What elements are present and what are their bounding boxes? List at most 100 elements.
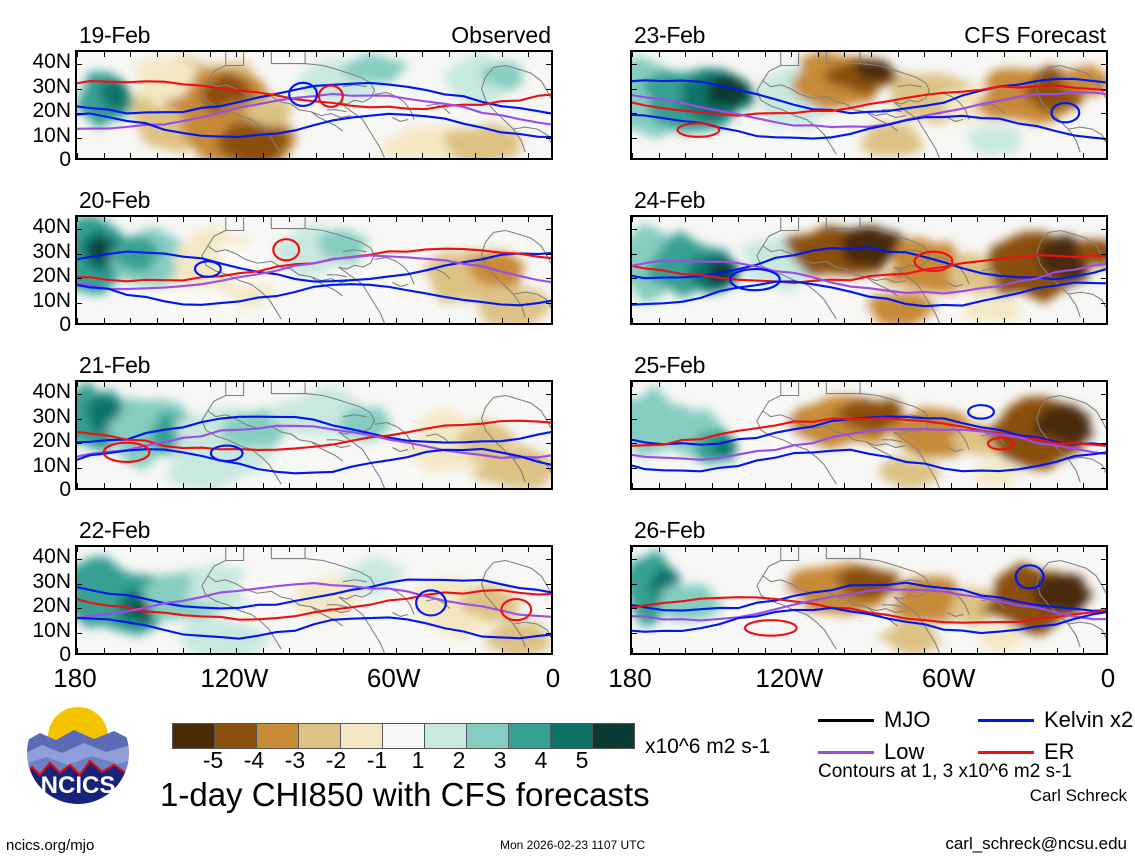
axis-tick [950,547,952,552]
axis-tick [262,153,264,158]
anomaly-field [632,52,1106,158]
y-axis-tick-label: 30N [32,74,71,98]
axis-tick [475,217,477,222]
axis-tick [475,648,477,653]
axis-tick [844,153,846,158]
axis-tick [546,113,551,115]
axis-tick [738,483,740,488]
axis-tick [685,52,687,57]
axis-tick [632,253,637,255]
axis-tick [130,52,132,57]
axis-tick [448,547,450,552]
axis-tick [632,394,637,396]
x-axis-tick-label: 60W [366,663,421,693]
colorbar-swatch [425,724,467,748]
axis-tick [316,52,317,57]
anomaly-field [77,217,551,323]
axis-tick [475,547,477,552]
axis-tick [77,382,78,387]
axis-tick [501,153,503,158]
axis-tick [156,483,158,488]
axis-tick [897,547,899,552]
axis-tick [1030,648,1032,653]
axis-tick [924,483,926,488]
axis-tick [209,547,211,552]
axis-tick [209,52,211,57]
axis-tick [183,318,185,323]
axis-tick [738,153,740,158]
axis-tick [711,52,713,57]
panel-grid: 19-Feb Observed 40N 30N 20N 10N 0 20-Feb 40N 30N 2… [1,24,1115,692]
axis-tick [1003,382,1005,387]
axis-tick [711,217,713,222]
axis-tick [764,217,766,222]
axis-tick [1056,547,1058,552]
axis-tick [897,382,899,387]
axis-tick [924,547,926,552]
axis-tick [1101,608,1106,610]
axis-tick [183,52,185,57]
axis-tick [950,52,952,57]
axis-tick [871,217,872,222]
axis-tick [632,88,637,90]
y-axis-tick-label: 40N [32,215,71,239]
axis-tick [632,137,637,139]
axis-tick [448,483,450,488]
axis-tick [977,217,979,222]
axis-tick [1003,217,1005,222]
axis-tick [262,382,264,387]
map-panel-21-feb: 21-Feb [75,354,553,490]
axis-tick [632,547,633,552]
axis-tick [632,418,637,420]
author-email: carl_schreck@ncsu.edu [945,834,1127,853]
axis-tick [791,153,793,158]
y-axis-labels: 40N 30N 20N 10N 0 [1,380,71,500]
axis-tick [77,648,78,653]
axis-tick [236,217,238,222]
axis-tick [262,483,264,488]
axis-tick [475,382,477,387]
colorbar-swatch [299,724,341,748]
axis-tick [422,217,424,222]
axis-tick [1083,52,1085,57]
axis-tick [632,483,633,488]
axis-tick [369,648,371,653]
axis-tick [844,52,846,57]
colorbar-swatch [257,724,299,748]
axis-tick [528,217,530,222]
axis-tick [262,547,264,552]
axis-tick [977,483,979,488]
axis-tick [977,52,979,57]
colorbar-tick-label: 4 [534,747,548,773]
axis-tick [658,547,660,552]
axis-tick [77,559,82,561]
axis-tick [448,217,450,222]
axis-tick [103,153,105,158]
axis-tick [632,64,637,66]
panel-plot-area [75,545,553,655]
map-panel-22-feb: 22-Feb [75,519,553,655]
axis-tick [395,318,397,323]
axis-tick [236,547,238,552]
axis-tick [156,547,158,552]
axis-tick [658,483,660,488]
axis-tick [632,467,637,469]
panel-date-label: 26-Feb [634,517,706,543]
axis-tick [262,648,264,653]
axis-tick [77,302,82,304]
panel-plot-area [630,380,1108,490]
contours-note: Contours at 1, 3 x10^6 m2 s-1 [818,761,1072,782]
axis-tick [632,382,633,387]
axis-tick [77,418,82,420]
x-axis-tick-label: 60W [921,663,976,693]
timestamp: Mon 2026-02-23 1107 UTC [500,838,646,852]
axis-tick [77,278,82,280]
axis-tick [1101,278,1106,280]
y-axis-tick-label: 10N [32,288,71,312]
logo-text: NCICS [41,772,116,799]
axis-tick [658,153,660,158]
axis-tick [844,547,846,552]
axis-tick [546,302,551,304]
axis-tick [711,382,713,387]
axis-tick [395,217,397,222]
